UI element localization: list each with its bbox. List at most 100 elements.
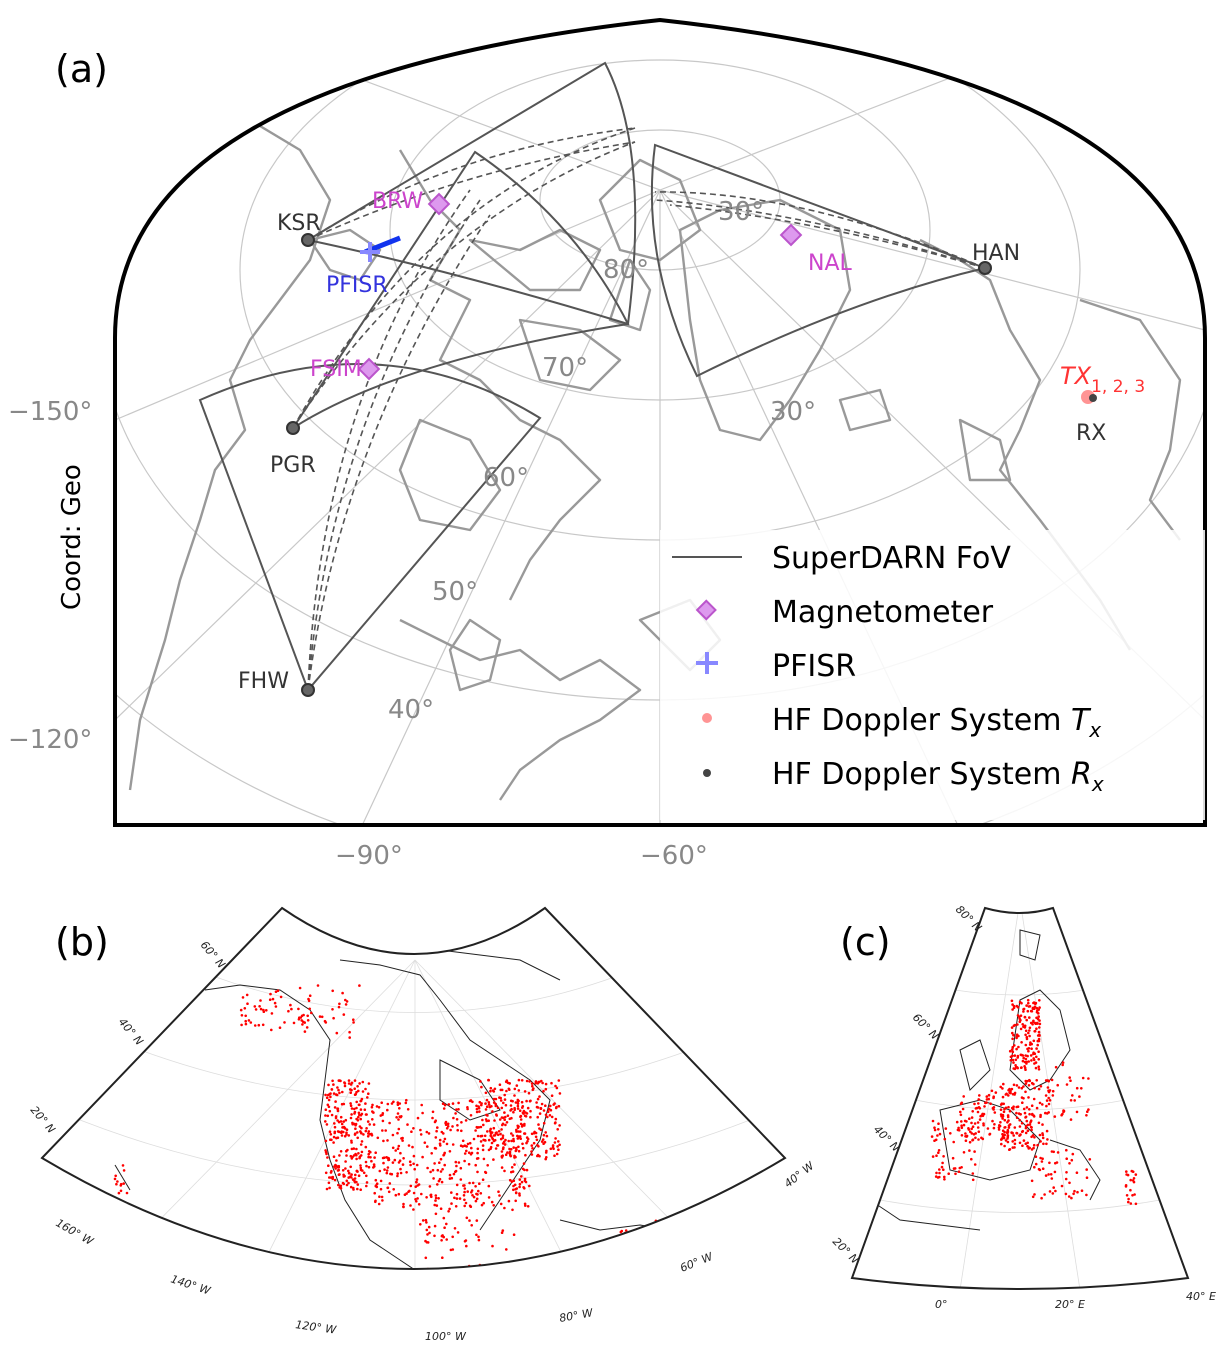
station-dot <box>404 1101 408 1105</box>
station-dot <box>354 1124 357 1127</box>
station-dot <box>1023 1065 1026 1068</box>
station-dot <box>553 1102 556 1105</box>
station-dot <box>327 1164 330 1167</box>
station-dot <box>943 1178 946 1181</box>
station-dot <box>449 1128 452 1132</box>
station-dot <box>505 1089 508 1093</box>
station-dot <box>542 1089 545 1093</box>
station-dot <box>548 1114 552 1117</box>
station-dot <box>1012 1134 1015 1137</box>
station-dot <box>341 991 344 995</box>
station-dot <box>1032 1020 1035 1024</box>
station-dot <box>557 1079 561 1082</box>
station-dot <box>398 1159 402 1162</box>
station-dot <box>490 1136 494 1139</box>
legend-tx-text: HF Doppler System <box>772 703 1071 738</box>
station-dot <box>359 1108 363 1111</box>
station-dot <box>964 1139 968 1142</box>
station-dot <box>1001 1117 1004 1120</box>
station-dot <box>1052 1186 1055 1189</box>
station-dot <box>414 1198 417 1201</box>
station-dot <box>553 1154 556 1157</box>
station-dot <box>522 1162 526 1165</box>
station-dot <box>960 1124 963 1127</box>
station-dot <box>1044 1094 1048 1097</box>
station-dot <box>503 1118 507 1121</box>
station-dot <box>1028 1123 1032 1126</box>
station-dot <box>350 1157 354 1160</box>
station-dot <box>1016 1005 1020 1009</box>
station-dot <box>1068 1076 1071 1079</box>
station-dot <box>357 1115 360 1119</box>
station-dot <box>349 1154 353 1158</box>
station-dot <box>1036 1043 1039 1047</box>
station-dot <box>428 1185 432 1188</box>
station-dot <box>1047 1096 1050 1100</box>
station-dot <box>345 1149 348 1153</box>
station-dot <box>328 1109 332 1113</box>
station-dot <box>453 1227 457 1230</box>
station-dot <box>1075 1171 1079 1174</box>
station-dot <box>443 1163 447 1167</box>
legend-mag-label: Magnetometer <box>772 595 994 630</box>
station-dot <box>1078 1095 1081 1098</box>
station-dot <box>441 1102 445 1105</box>
station-dot <box>500 1166 504 1169</box>
station-dot <box>339 1115 343 1119</box>
station-dot <box>479 1192 483 1195</box>
station-dot <box>1028 1016 1031 1019</box>
station-dot <box>358 1113 361 1117</box>
station-dot <box>401 1163 405 1166</box>
station-dot <box>1041 1123 1044 1126</box>
station-dot <box>952 1140 955 1144</box>
station-dot <box>523 1177 527 1181</box>
station-dot <box>426 1166 429 1170</box>
map-c-dots <box>930 998 1138 1206</box>
station-dot <box>1038 1168 1042 1172</box>
station-dot <box>342 1120 346 1123</box>
station-dot <box>345 1154 348 1157</box>
station-dot <box>1033 1029 1037 1033</box>
station-dot <box>334 1100 337 1103</box>
station-dot <box>1032 1058 1036 1062</box>
station-dot <box>419 1133 423 1136</box>
station-dot <box>1041 1157 1044 1160</box>
station-dot <box>534 1135 538 1139</box>
station-dot <box>1068 1162 1071 1165</box>
station-dot <box>327 1098 331 1102</box>
station-dot <box>1051 1089 1055 1093</box>
station-dot <box>455 1183 459 1187</box>
station-dot <box>522 1109 526 1113</box>
station-dot <box>536 1106 540 1109</box>
station-dot <box>357 1174 361 1177</box>
station-dot <box>393 1158 397 1162</box>
station-dot <box>363 1108 367 1111</box>
station-dot <box>336 1130 340 1133</box>
station-dot <box>540 1140 544 1143</box>
station-dot <box>1024 1115 1028 1119</box>
station-dot <box>1071 1152 1075 1156</box>
station-dot <box>1087 1077 1090 1080</box>
station-dot <box>1035 1055 1038 1059</box>
station-dot <box>343 1127 347 1130</box>
station-dot <box>472 1195 476 1199</box>
station-dot <box>412 1162 415 1166</box>
b-lat-20: 20° N <box>28 1104 58 1136</box>
station-dot <box>538 1095 541 1098</box>
tx-label: TX1, 2, 3 <box>1060 362 1145 397</box>
station-dot <box>1044 1079 1048 1082</box>
station-dot <box>483 1285 486 1288</box>
station-dot <box>1001 1087 1004 1090</box>
pfisr-plus-icon <box>360 242 380 262</box>
station-dot <box>671 1231 674 1234</box>
station-dot <box>460 1129 463 1133</box>
station-dot <box>401 1136 404 1140</box>
station-dot <box>1028 1079 1032 1083</box>
station-dot <box>1024 1079 1027 1083</box>
station-dot <box>445 1238 449 1241</box>
station-dot <box>526 1140 529 1143</box>
station-dot <box>466 1142 470 1146</box>
ray-paths <box>292 127 986 691</box>
station-dot <box>434 1147 438 1150</box>
